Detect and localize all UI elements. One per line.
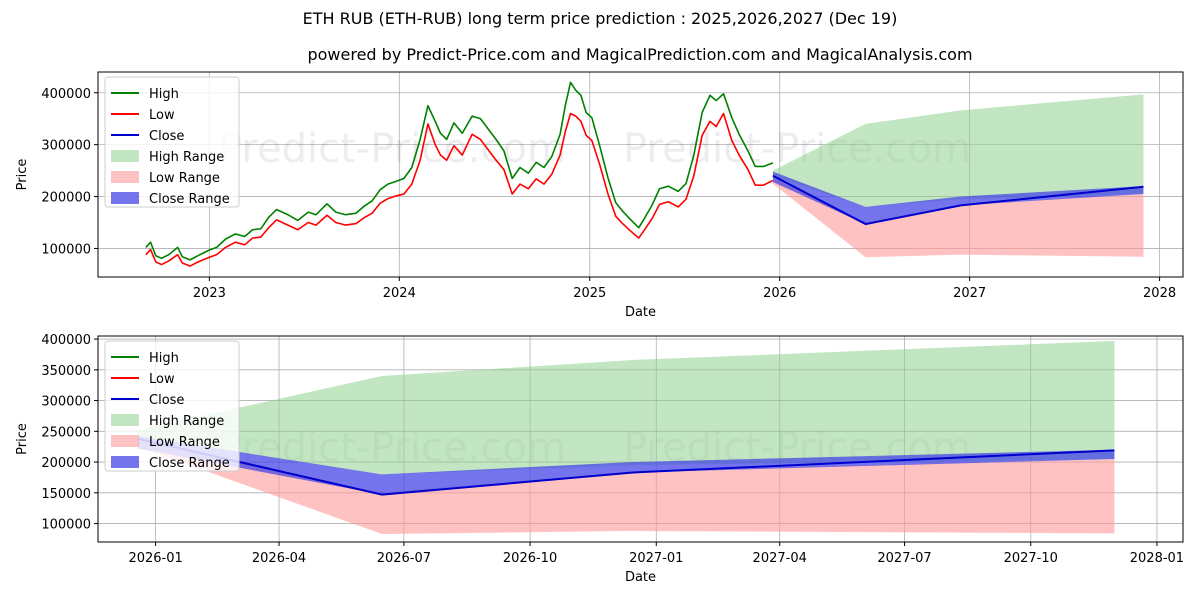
- close-range-band: [137, 436, 1115, 495]
- plot-area: [137, 340, 1115, 535]
- x-tick-label: 2024: [383, 286, 416, 301]
- x-tick-label: 2026-07: [377, 551, 431, 566]
- legend-label: Close: [149, 393, 184, 408]
- legend-label: Close Range: [149, 456, 230, 471]
- low-line: [145, 112, 774, 267]
- y-tick-label: 350000: [41, 364, 91, 379]
- plot-area: [145, 81, 1144, 267]
- legend: High Low Close High Range Low Range Close Ran…: [104, 340, 240, 472]
- x-tick-label: 2027-04: [753, 551, 807, 566]
- low-range-band: [137, 439, 1115, 535]
- legend-swatch: [111, 435, 139, 447]
- legend-swatch: [111, 414, 139, 426]
- axes-frame: [97, 335, 1184, 543]
- legend-label: Low Range: [149, 435, 220, 450]
- x-tick-label: 2027-01: [629, 551, 683, 566]
- y-tick-label: 400000: [41, 87, 91, 102]
- legend-label: Low: [149, 108, 175, 123]
- y-tick-label: 400000: [41, 333, 91, 348]
- x-axis-label: Date: [625, 305, 656, 320]
- x-tick-label: 2027: [953, 286, 986, 301]
- legend-label: Low: [149, 372, 175, 387]
- x-tick-label: 2026-04: [252, 551, 306, 566]
- chart-subtitle: powered by Predict-Price.com and Magical…: [307, 45, 973, 64]
- low-range-band: [772, 178, 1144, 258]
- high-range-band: [772, 94, 1144, 207]
- close-range-band: [772, 171, 1144, 225]
- x-tick-label: 2026: [763, 286, 796, 301]
- axes-frame: [97, 71, 1184, 278]
- legend-swatch: [111, 456, 139, 468]
- x-axis-label: Date: [625, 570, 656, 585]
- high-line: [145, 81, 774, 261]
- y-tick-label: 150000: [41, 487, 91, 502]
- y-axis-label: Price: [15, 159, 30, 191]
- x-tick-label: 2028: [1143, 286, 1176, 301]
- chart-title: ETH RUB (ETH-RUB) long term price predic…: [302, 9, 898, 28]
- x-tick-label: 2027-10: [1004, 551, 1058, 566]
- high-range-band: [137, 340, 1115, 475]
- legend-label: High: [149, 351, 179, 366]
- watermark-text: Predict-Price.com: [623, 276, 971, 322]
- x-tick-label: 2025: [573, 286, 606, 301]
- legend: High Low Close High Range Low Range Close Ran…: [104, 76, 240, 208]
- plot-panel-2: Predict-Price.comPredict-Price.com2026-0…: [15, 333, 1184, 585]
- y-tick-label: 300000: [41, 139, 91, 154]
- watermark-text: Predict-Price.com: [218, 126, 566, 172]
- legend-label: High Range: [149, 150, 224, 165]
- x-tick-label: 2023: [193, 286, 226, 301]
- legend-label: Close: [149, 129, 184, 144]
- legend-label: Low Range: [149, 171, 220, 186]
- y-tick-label: 100000: [41, 242, 91, 257]
- x-tick-label: 2028-01: [1130, 551, 1184, 566]
- close-line: [137, 437, 1115, 496]
- legend-swatch: [111, 150, 139, 162]
- close-line: [772, 174, 1144, 226]
- plot-panel-1: Predict-Price.com Predict-Price.comPredic…: [15, 71, 1184, 322]
- y-tick-label: 250000: [41, 425, 91, 440]
- legend-label: High: [149, 87, 179, 102]
- x-tick-label: 2026-01: [128, 551, 182, 566]
- x-tick-label: 2026-10: [503, 551, 557, 566]
- y-tick-label: 200000: [41, 456, 91, 471]
- y-tick-label: 100000: [41, 518, 91, 533]
- legend-label: Close Range: [149, 192, 230, 207]
- x-tick-label: 2027-07: [877, 551, 931, 566]
- legend-swatch: [111, 171, 139, 183]
- legend-swatch: [111, 192, 139, 204]
- y-tick-label: 200000: [41, 191, 91, 206]
- y-tick-label: 300000: [41, 395, 91, 410]
- legend-label: High Range: [149, 414, 224, 429]
- y-axis-label: Price: [15, 423, 30, 455]
